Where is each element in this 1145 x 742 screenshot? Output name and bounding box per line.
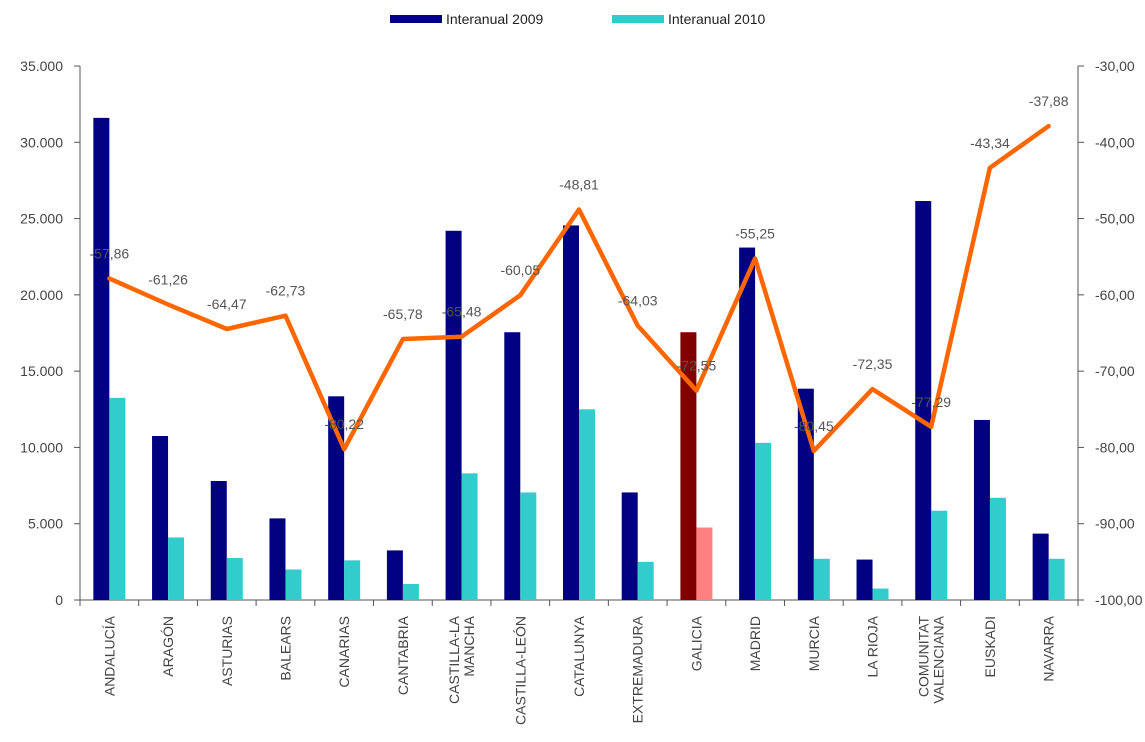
left-tick-label: 20.000	[20, 287, 63, 303]
bar-2010	[109, 397, 126, 600]
line-data-label: -65,78	[383, 306, 423, 322]
line-data-label: -55,25	[735, 226, 775, 242]
line-data-label: -72,55	[677, 358, 717, 374]
line-data-label: -80,22	[324, 416, 364, 432]
bar-2010	[461, 473, 478, 600]
bar-2009	[445, 230, 462, 600]
line-data-label: -65,48	[442, 304, 482, 320]
bar-2010	[402, 583, 419, 600]
category-label: ARAGÓN	[160, 616, 176, 677]
legend-swatch	[390, 15, 442, 23]
line-data-label: -64,47	[207, 296, 247, 312]
line-data-label: -80,45	[794, 418, 834, 434]
bar-2009	[386, 550, 403, 600]
bar-2010	[755, 442, 772, 600]
bar-2009	[563, 225, 579, 601]
category-label: EUSKADI	[982, 616, 998, 677]
line-data-label: -77,29	[911, 394, 951, 410]
line-data-label: -57,86	[90, 246, 130, 262]
category-label: CANTABRIA	[395, 615, 411, 695]
category-label: ANDALUCÍA	[101, 615, 117, 696]
category-label: CANARIAS	[336, 616, 352, 688]
bar-2009	[269, 518, 286, 600]
line-data-label: -61,26	[148, 271, 188, 287]
category-label: BALEARS	[277, 616, 293, 681]
left-tick-label: 35.000	[20, 58, 63, 74]
category-label: NAVARRA	[1041, 615, 1057, 681]
right-tick-label: -30,00	[1095, 58, 1135, 74]
axes: 0 5.000 10.000 15.000 20.000 25.000 30.000 35.0…	[20, 58, 1143, 608]
legend: Interanual 2009 Interanual 2010	[390, 11, 766, 27]
bar-2010	[989, 497, 1006, 600]
right-tick-label: -80,00	[1095, 439, 1135, 455]
line-series	[107, 123, 1051, 454]
legend-swatch	[612, 15, 664, 23]
bar-2010	[696, 527, 713, 600]
bar-2009	[210, 480, 227, 600]
bar-2009	[621, 492, 638, 600]
bar-2009	[856, 559, 873, 600]
line-data-label: -64,03	[618, 293, 658, 309]
bar-2010	[813, 558, 830, 600]
category-label: CASTILLA-LEÓN	[512, 616, 528, 725]
left-tick-label: 5.000	[28, 516, 63, 532]
left-tick-label: 0	[55, 592, 63, 608]
line-data-label: -72,35	[853, 356, 893, 372]
bar-2009	[915, 201, 932, 601]
bar-2010	[579, 409, 595, 600]
category-label: CASTILLA-LA	[446, 615, 462, 704]
right-tick-label: -60,00	[1095, 287, 1135, 303]
left-tick-label: 25.000	[20, 211, 63, 227]
bar-2010	[1048, 558, 1065, 600]
bar-2010	[520, 492, 537, 600]
category-label: MANCHA	[461, 615, 477, 676]
bar-2010	[344, 560, 361, 600]
bar-2010	[872, 588, 889, 600]
data-labels: -57,86 -61,26 -64,47 -62,73 -80,22 -65,78 -65,…	[90, 93, 1069, 434]
bar-2009	[739, 247, 756, 600]
bar-2010	[226, 558, 243, 600]
line-data-label: -48,81	[559, 176, 599, 192]
line-data-label: -62,73	[266, 283, 306, 299]
line-data-label: -60,05	[500, 262, 540, 278]
category-label: ASTURIAS	[219, 616, 235, 686]
bar-2009	[504, 332, 521, 600]
line-data-label: -43,34	[970, 135, 1010, 151]
bar-2009	[680, 332, 697, 600]
category-label: CATALUNYA	[571, 615, 587, 697]
bar-2009	[93, 117, 110, 601]
bar-2009	[328, 396, 345, 600]
category-label: VALENCIANA	[931, 615, 947, 703]
left-tick-label: 30.000	[20, 134, 63, 150]
bar-2009	[1032, 533, 1049, 600]
bar-2009	[152, 435, 169, 600]
category-label: EXTREMADURA	[630, 615, 646, 723]
left-tick-label: 15.000	[20, 363, 63, 379]
line-data-label: -37,88	[1029, 93, 1069, 109]
bar-2009	[973, 419, 990, 600]
category-label: GALICIA	[688, 615, 704, 671]
right-tick-label: -100,00	[1095, 592, 1143, 608]
left-tick-label: 10.000	[20, 439, 63, 455]
bar-2010	[285, 569, 302, 600]
legend-label: Interanual 2010	[668, 11, 766, 27]
right-tick-label: -70,00	[1095, 363, 1135, 379]
right-tick-label: -90,00	[1095, 516, 1135, 532]
bar-2010	[168, 537, 185, 600]
bar-2010	[637, 561, 654, 600]
right-tick-label: -40,00	[1095, 134, 1135, 150]
right-tick-label: -50,00	[1095, 211, 1135, 227]
legend-label: Interanual 2009	[446, 11, 544, 27]
category-label: MADRID	[747, 616, 763, 671]
category-labels: ANDALUCÍA ARAGÓN ASTURIAS BALEARS CANARIAS CA…	[101, 615, 1056, 725]
category-label: MURCIA	[806, 615, 822, 671]
bar-2010	[931, 510, 948, 600]
category-label: COMUNITAT	[916, 616, 932, 698]
category-label: LA RIOJA	[865, 615, 881, 677]
bars	[93, 117, 1065, 601]
